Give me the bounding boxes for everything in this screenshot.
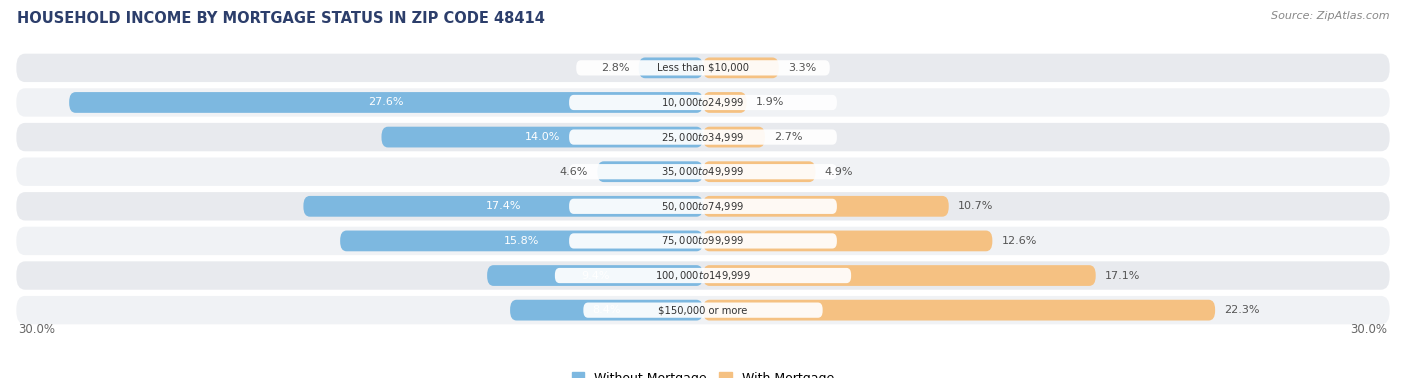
FancyBboxPatch shape (703, 161, 815, 182)
FancyBboxPatch shape (510, 300, 703, 321)
FancyBboxPatch shape (17, 227, 1389, 255)
Text: 14.0%: 14.0% (524, 132, 560, 142)
FancyBboxPatch shape (569, 130, 837, 145)
Text: 2.7%: 2.7% (775, 132, 803, 142)
Text: 17.4%: 17.4% (485, 201, 522, 211)
FancyBboxPatch shape (703, 265, 1095, 286)
FancyBboxPatch shape (569, 233, 837, 248)
FancyBboxPatch shape (304, 196, 703, 217)
FancyBboxPatch shape (576, 60, 830, 76)
Text: Source: ZipAtlas.com: Source: ZipAtlas.com (1271, 11, 1389, 21)
Text: 30.0%: 30.0% (1350, 323, 1388, 336)
FancyBboxPatch shape (569, 164, 837, 179)
Text: $100,000 to $149,999: $100,000 to $149,999 (655, 269, 751, 282)
FancyBboxPatch shape (340, 231, 703, 251)
FancyBboxPatch shape (569, 95, 837, 110)
FancyBboxPatch shape (555, 268, 851, 283)
FancyBboxPatch shape (598, 161, 703, 182)
FancyBboxPatch shape (381, 127, 703, 147)
FancyBboxPatch shape (486, 265, 703, 286)
Text: 9.4%: 9.4% (581, 271, 609, 280)
Text: $25,000 to $34,999: $25,000 to $34,999 (661, 130, 745, 144)
Text: 27.6%: 27.6% (368, 98, 404, 107)
Text: 17.1%: 17.1% (1105, 271, 1140, 280)
Text: 10.7%: 10.7% (957, 201, 993, 211)
Text: 3.3%: 3.3% (787, 63, 817, 73)
FancyBboxPatch shape (703, 231, 993, 251)
Text: 2.8%: 2.8% (600, 63, 630, 73)
Text: 30.0%: 30.0% (18, 323, 56, 336)
FancyBboxPatch shape (17, 192, 1389, 220)
Text: $35,000 to $49,999: $35,000 to $49,999 (661, 165, 745, 178)
FancyBboxPatch shape (569, 199, 837, 214)
FancyBboxPatch shape (17, 88, 1389, 117)
Text: $150,000 or more: $150,000 or more (658, 305, 748, 315)
FancyBboxPatch shape (703, 57, 779, 78)
FancyBboxPatch shape (703, 196, 949, 217)
Text: $75,000 to $99,999: $75,000 to $99,999 (661, 234, 745, 248)
FancyBboxPatch shape (17, 123, 1389, 151)
Text: 8.4%: 8.4% (592, 305, 621, 315)
FancyBboxPatch shape (17, 261, 1389, 290)
Text: 12.6%: 12.6% (1001, 236, 1036, 246)
Text: Less than $10,000: Less than $10,000 (657, 63, 749, 73)
FancyBboxPatch shape (17, 54, 1389, 82)
FancyBboxPatch shape (583, 302, 823, 318)
FancyBboxPatch shape (17, 158, 1389, 186)
Legend: Without Mortgage, With Mortgage: Without Mortgage, With Mortgage (567, 367, 839, 378)
FancyBboxPatch shape (638, 57, 703, 78)
Text: 4.9%: 4.9% (825, 167, 853, 177)
FancyBboxPatch shape (703, 92, 747, 113)
Text: 22.3%: 22.3% (1225, 305, 1260, 315)
FancyBboxPatch shape (703, 127, 765, 147)
Text: $10,000 to $24,999: $10,000 to $24,999 (661, 96, 745, 109)
FancyBboxPatch shape (69, 92, 703, 113)
Text: 4.6%: 4.6% (560, 167, 588, 177)
Text: HOUSEHOLD INCOME BY MORTGAGE STATUS IN ZIP CODE 48414: HOUSEHOLD INCOME BY MORTGAGE STATUS IN Z… (17, 11, 544, 26)
Text: $50,000 to $74,999: $50,000 to $74,999 (661, 200, 745, 213)
Text: 1.9%: 1.9% (756, 98, 785, 107)
FancyBboxPatch shape (703, 300, 1215, 321)
FancyBboxPatch shape (17, 296, 1389, 324)
Text: 15.8%: 15.8% (503, 236, 540, 246)
